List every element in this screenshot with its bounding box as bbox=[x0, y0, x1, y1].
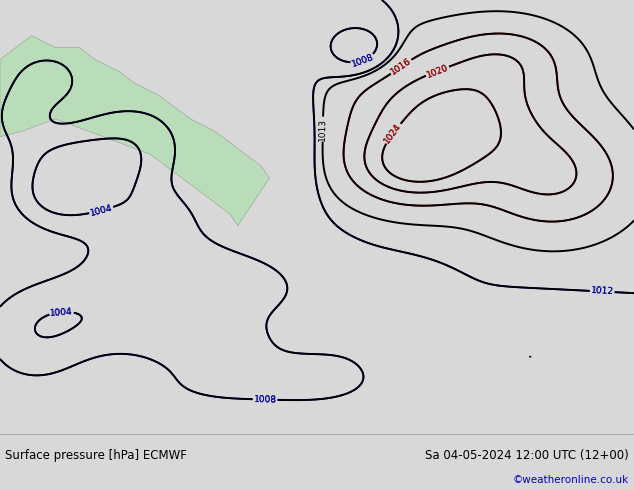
Text: 1008: 1008 bbox=[350, 52, 375, 69]
Text: ©weatheronline.co.uk: ©weatheronline.co.uk bbox=[513, 475, 629, 485]
Text: 1020: 1020 bbox=[425, 63, 450, 79]
Text: 1012: 1012 bbox=[590, 287, 614, 296]
Text: 1024: 1024 bbox=[383, 122, 403, 145]
Text: Surface pressure [hPa] ECMWF: Surface pressure [hPa] ECMWF bbox=[5, 448, 187, 462]
Text: 1004: 1004 bbox=[49, 307, 74, 318]
Text: 1012: 1012 bbox=[590, 287, 614, 296]
Text: 1004: 1004 bbox=[89, 203, 113, 218]
Text: 1024: 1024 bbox=[383, 122, 403, 145]
Text: 1004: 1004 bbox=[89, 203, 113, 218]
Text: 1008: 1008 bbox=[254, 395, 276, 404]
Text: 1016: 1016 bbox=[389, 56, 413, 77]
Text: Sa 04-05-2024 12:00 UTC (12+00): Sa 04-05-2024 12:00 UTC (12+00) bbox=[425, 448, 629, 462]
Text: 1008: 1008 bbox=[254, 395, 276, 404]
Text: 1020: 1020 bbox=[425, 63, 450, 79]
Polygon shape bbox=[0, 36, 269, 226]
Text: 1008: 1008 bbox=[350, 52, 375, 69]
Text: 1004: 1004 bbox=[49, 307, 74, 318]
Text: 1013: 1013 bbox=[318, 118, 328, 141]
Text: 1016: 1016 bbox=[389, 56, 413, 77]
